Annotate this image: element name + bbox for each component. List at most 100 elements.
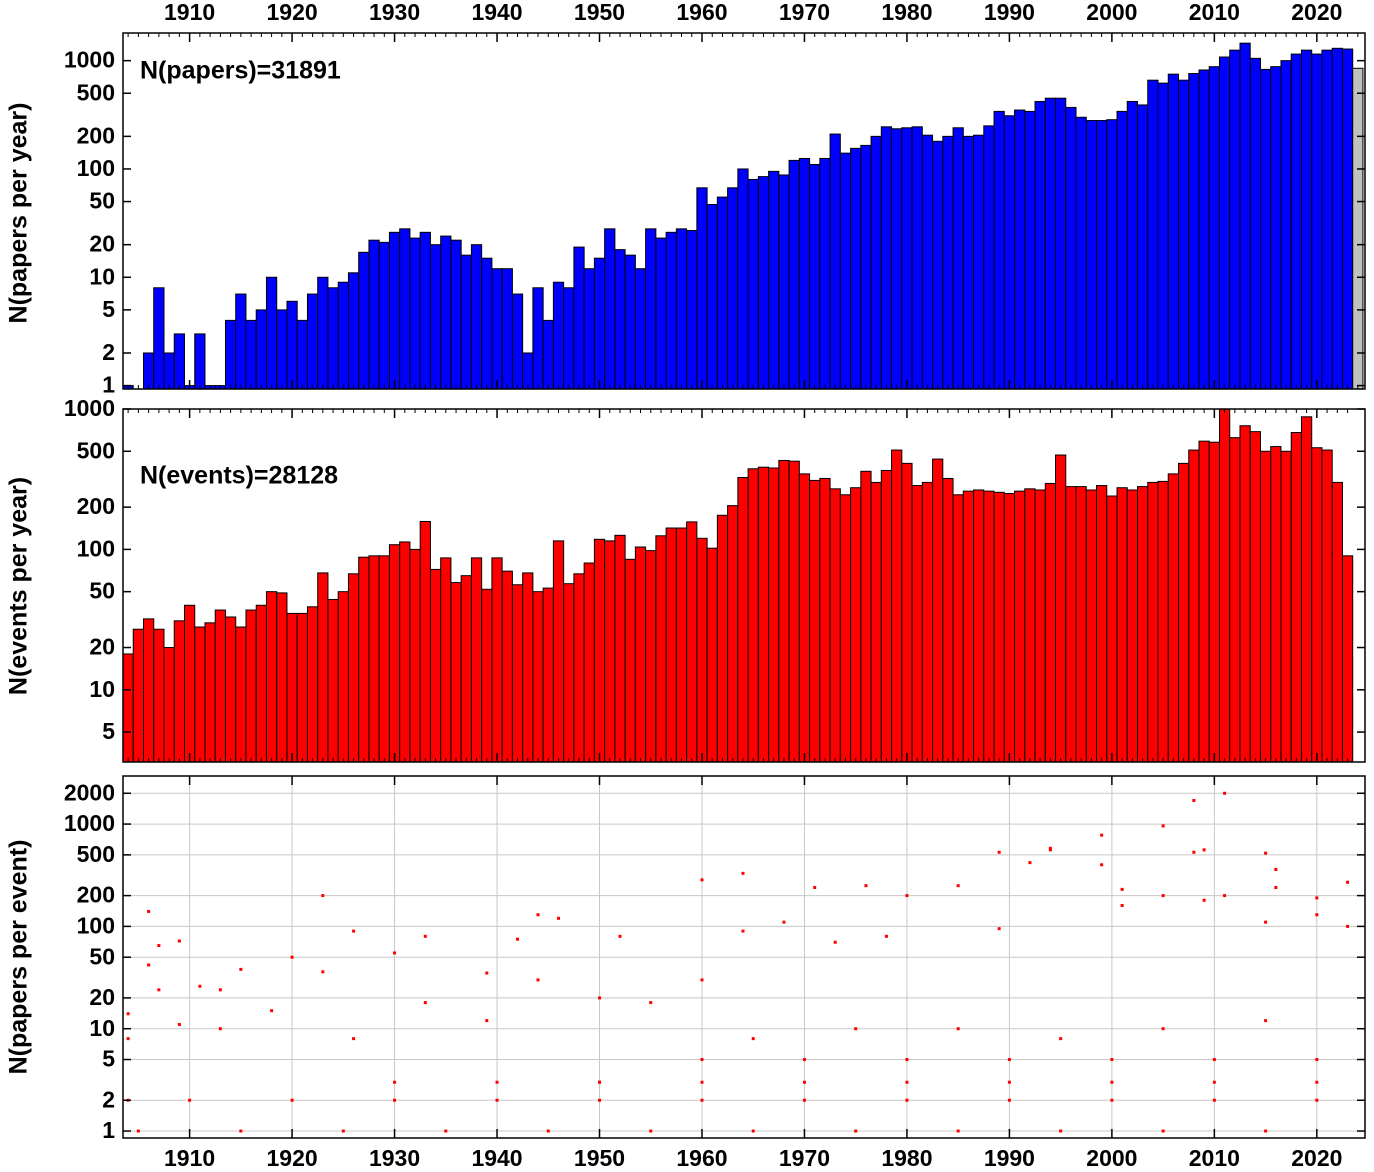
bar — [1065, 486, 1077, 763]
bar — [1249, 431, 1261, 763]
y-tick-label: 50 — [89, 943, 115, 969]
bar — [1259, 450, 1272, 763]
bar — [1024, 488, 1036, 763]
bar — [296, 319, 308, 390]
bar — [563, 287, 575, 390]
bar — [993, 110, 1005, 390]
bar — [1341, 48, 1354, 390]
bar — [214, 609, 226, 763]
bar — [265, 276, 278, 390]
point — [700, 878, 704, 882]
bar — [686, 230, 698, 390]
point — [1346, 924, 1350, 928]
y-tick-label: 200 — [77, 122, 115, 148]
point — [1110, 1098, 1114, 1102]
bar — [1290, 432, 1302, 763]
x-tick-label: 1960 — [676, 1145, 727, 1171]
bar — [1147, 79, 1159, 390]
bar — [522, 352, 534, 390]
bar — [819, 157, 831, 390]
bar — [1280, 60, 1292, 390]
bar — [327, 598, 339, 763]
point — [864, 884, 868, 888]
point — [218, 1027, 222, 1031]
bar — [1096, 120, 1108, 390]
bar — [1003, 115, 1016, 390]
bar — [829, 133, 841, 390]
bar — [255, 604, 267, 763]
point — [423, 1001, 427, 1005]
bar — [132, 628, 144, 763]
bar — [337, 281, 349, 390]
point — [1120, 904, 1124, 908]
point — [997, 850, 1001, 854]
bar — [921, 134, 934, 390]
y-tick-label: 10 — [89, 676, 115, 702]
bar — [870, 481, 882, 763]
point — [188, 1098, 192, 1102]
point — [536, 913, 540, 917]
bar — [645, 228, 657, 390]
bar — [952, 127, 964, 390]
bar — [368, 555, 380, 763]
point — [341, 1129, 345, 1133]
bar — [706, 547, 718, 763]
bar — [911, 126, 923, 390]
point — [1192, 798, 1196, 802]
point — [136, 1129, 140, 1133]
bar — [481, 588, 493, 763]
bar — [1311, 53, 1323, 390]
point — [1202, 848, 1206, 852]
bar — [183, 604, 196, 763]
bar — [522, 572, 534, 763]
y-tick-label: 1000 — [64, 47, 115, 73]
y-tick-label: 5 — [102, 296, 115, 322]
bar — [347, 272, 360, 390]
bar — [470, 244, 483, 390]
y-tick-label: 50 — [89, 578, 115, 604]
point — [393, 951, 397, 955]
bar — [552, 281, 565, 390]
point — [854, 1129, 858, 1133]
point — [1274, 885, 1278, 889]
x-tick-label: 2020 — [1291, 1145, 1342, 1171]
point — [485, 1019, 489, 1023]
point — [198, 984, 202, 988]
bar — [1024, 110, 1036, 390]
x-tick-label: 1920 — [266, 0, 317, 25]
bar — [501, 268, 513, 390]
bar — [542, 587, 554, 763]
bar — [942, 135, 954, 390]
bar — [645, 550, 657, 763]
point — [1161, 894, 1165, 898]
x-tick-label: 1940 — [471, 0, 522, 25]
x-tick-label: 1910 — [164, 1145, 215, 1171]
bar — [1034, 100, 1046, 390]
x-tick-label: 2020 — [1291, 0, 1342, 25]
y-axis-label: N(papers per event) — [5, 840, 33, 1075]
x-tick-label: 1990 — [984, 0, 1035, 25]
x-tick-label: 1970 — [779, 0, 830, 25]
bar — [1270, 66, 1282, 390]
point — [1315, 1098, 1319, 1102]
annotation: N(papers)=31891 — [140, 57, 341, 85]
point — [290, 1098, 294, 1102]
bar — [727, 187, 739, 390]
bar — [850, 147, 862, 390]
bar — [839, 152, 852, 390]
bar — [552, 540, 565, 763]
y-tick-label: 10 — [89, 1015, 115, 1041]
bar — [1280, 450, 1292, 763]
x-tick-label: 1980 — [881, 1145, 932, 1171]
point — [813, 885, 817, 889]
y-tick-label: 500 — [77, 437, 115, 463]
bar — [153, 287, 165, 390]
bar — [1044, 97, 1057, 390]
point — [495, 1098, 499, 1102]
bar — [286, 300, 298, 390]
y-tick-label: 1000 — [64, 395, 115, 421]
y-tick-label: 100 — [77, 535, 115, 561]
point — [956, 1027, 960, 1031]
bar — [1239, 425, 1251, 763]
bar — [1198, 440, 1210, 763]
